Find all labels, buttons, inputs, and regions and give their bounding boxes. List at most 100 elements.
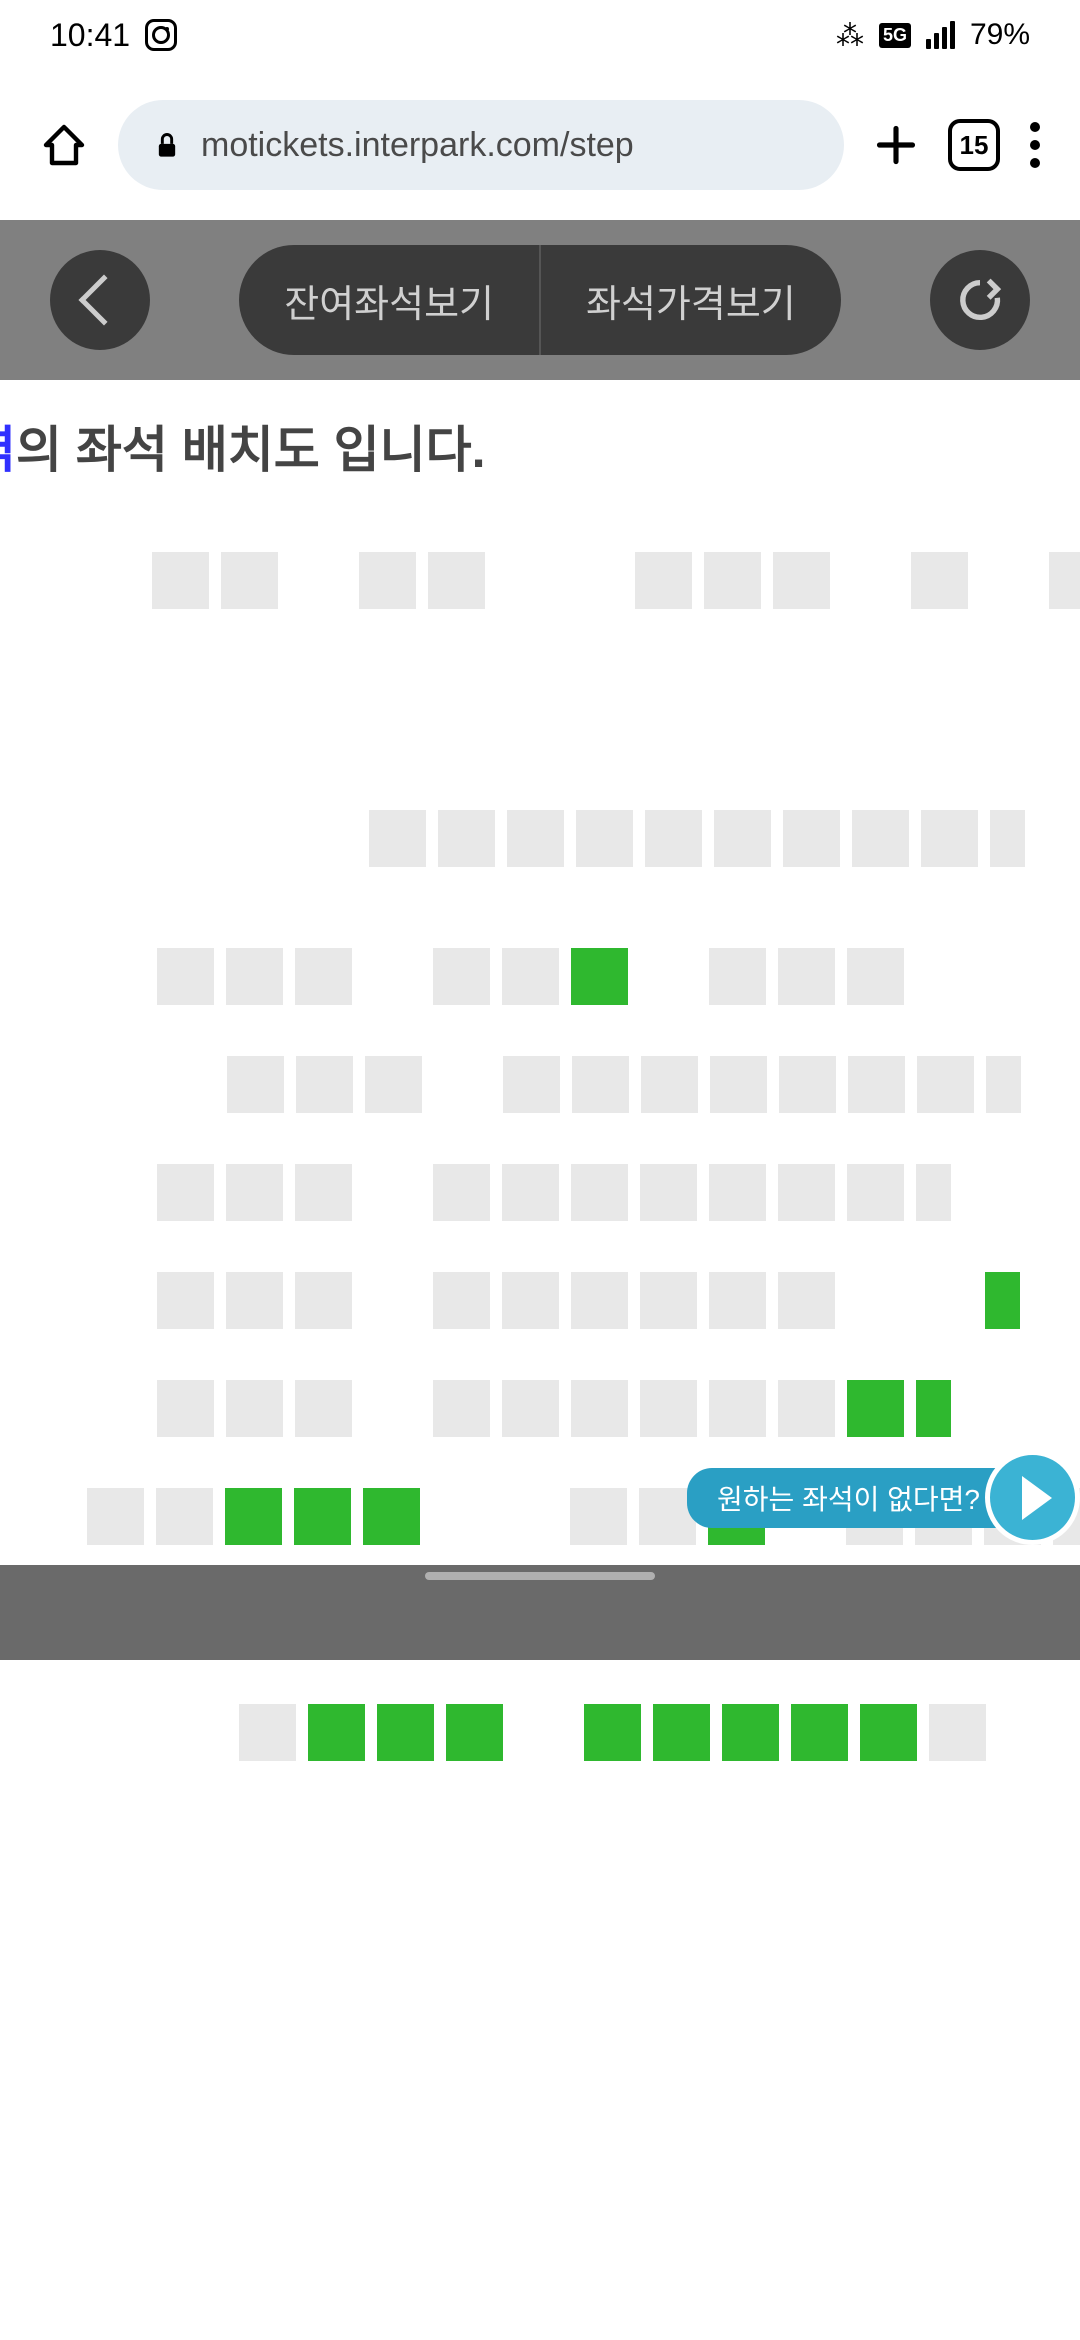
seat-available[interactable] [653,1704,710,1761]
seat-unavailable [226,1272,283,1329]
seat-unavailable [710,1056,767,1113]
seat-unavailable [226,1164,283,1221]
seat-unavailable [295,948,352,1005]
seat-unavailable [295,1164,352,1221]
seat-available[interactable] [446,1704,503,1761]
seat-available[interactable] [985,1272,1020,1329]
menu-icon[interactable] [1030,122,1040,168]
seat-unavailable [433,1272,490,1329]
seat-unavailable [295,1380,352,1437]
seat-unavailable [502,1164,559,1221]
seat-row [0,1704,1080,1764]
seat-unavailable [507,810,564,867]
seat-unavailable [709,1272,766,1329]
network-badge: 5G [879,23,911,48]
seat-row [0,948,1080,1008]
seat-gap [434,1056,491,1113]
seat-unavailable [571,1272,628,1329]
seat-unavailable [572,1056,629,1113]
seat-unavailable [502,1380,559,1437]
seat-price-button[interactable]: 좌석가격보기 [541,245,841,355]
seat-row [0,1056,1080,1116]
seat-row [0,1164,1080,1224]
seat-unavailable [1049,552,1080,609]
seat-available[interactable] [363,1488,420,1545]
view-toggle: 잔여좌석보기 좌석가격보기 [180,245,900,355]
seat-unavailable [778,1164,835,1221]
seat-unavailable [433,948,490,1005]
seat-gap [497,552,554,609]
seat-row [0,1272,1080,1332]
seat-gap [364,1164,421,1221]
seat-unavailable [226,948,283,1005]
new-tab-icon[interactable] [874,123,918,167]
page-header: 잔여좌석보기 좌석가격보기 [0,220,1080,380]
seat-unavailable [709,948,766,1005]
seat-unavailable [502,1272,559,1329]
seat-unavailable [156,1488,213,1545]
seat-unavailable [986,1056,1021,1113]
seat-available[interactable] [860,1704,917,1761]
seat-unavailable [502,948,559,1005]
seat-gap [290,552,347,609]
seat-available[interactable] [916,1380,951,1437]
lock-icon [153,129,181,161]
seat-gap [566,552,623,609]
seat-unavailable [990,810,1025,867]
seat-available[interactable] [722,1704,779,1761]
seat-unavailable [296,1056,353,1113]
seat-gap [515,1704,572,1761]
remaining-seats-button[interactable]: 잔여좌석보기 [239,245,541,355]
bluetooth-icon: ⁂ [836,19,864,52]
seat-unavailable [227,1056,284,1113]
seat-unavailable [359,552,416,609]
seat-available[interactable] [294,1488,351,1545]
seat-available[interactable] [584,1704,641,1761]
back-button[interactable] [50,250,150,350]
nav-indicator [425,1572,655,1580]
seat-row [0,1380,1080,1440]
seat-available[interactable] [225,1488,282,1545]
seat-unavailable [709,1380,766,1437]
seat-unavailable [157,1164,214,1221]
seat-gap [432,1488,489,1545]
seat-unavailable [152,552,209,609]
seat-unavailable [641,1056,698,1113]
seat-unavailable [773,552,830,609]
seat-unavailable [157,948,214,1005]
seat-available[interactable] [791,1704,848,1761]
refresh-icon [954,274,1006,326]
seat-available[interactable] [308,1704,365,1761]
seat-gap [640,948,697,1005]
help-badge[interactable]: 원하는 좌석이 없다면? [687,1450,1080,1545]
seat-available[interactable] [847,1380,904,1437]
browser-bar: motickets.interpark.com/step 15 [0,70,1080,220]
seat-unavailable [433,1380,490,1437]
seat-unavailable [645,810,702,867]
seat-unavailable [428,552,485,609]
seat-unavailable [916,1164,951,1221]
seat-unavailable [921,810,978,867]
seat-row [0,552,1080,612]
seat-available[interactable] [377,1704,434,1761]
seat-unavailable [847,948,904,1005]
seat-unavailable [917,1056,974,1113]
seat-gap [842,552,899,609]
tab-count-button[interactable]: 15 [948,119,1000,171]
seat-unavailable [239,1704,296,1761]
seat-available[interactable] [571,948,628,1005]
url-bar[interactable]: motickets.interpark.com/step [118,100,844,190]
instagram-icon [145,19,177,51]
status-right: ⁂ 5G 79% [836,18,1030,52]
refresh-button[interactable] [930,250,1030,350]
seat-unavailable [576,810,633,867]
home-icon[interactable] [40,121,88,169]
seat-unavailable [87,1488,144,1545]
seat-unavailable [157,1272,214,1329]
seat-unavailable [226,1380,283,1437]
seat-gap [980,552,1037,609]
seat-gap [916,1272,973,1329]
seat-unavailable [640,1164,697,1221]
seat-unavailable [503,1056,560,1113]
seat-unavailable [779,1056,836,1113]
